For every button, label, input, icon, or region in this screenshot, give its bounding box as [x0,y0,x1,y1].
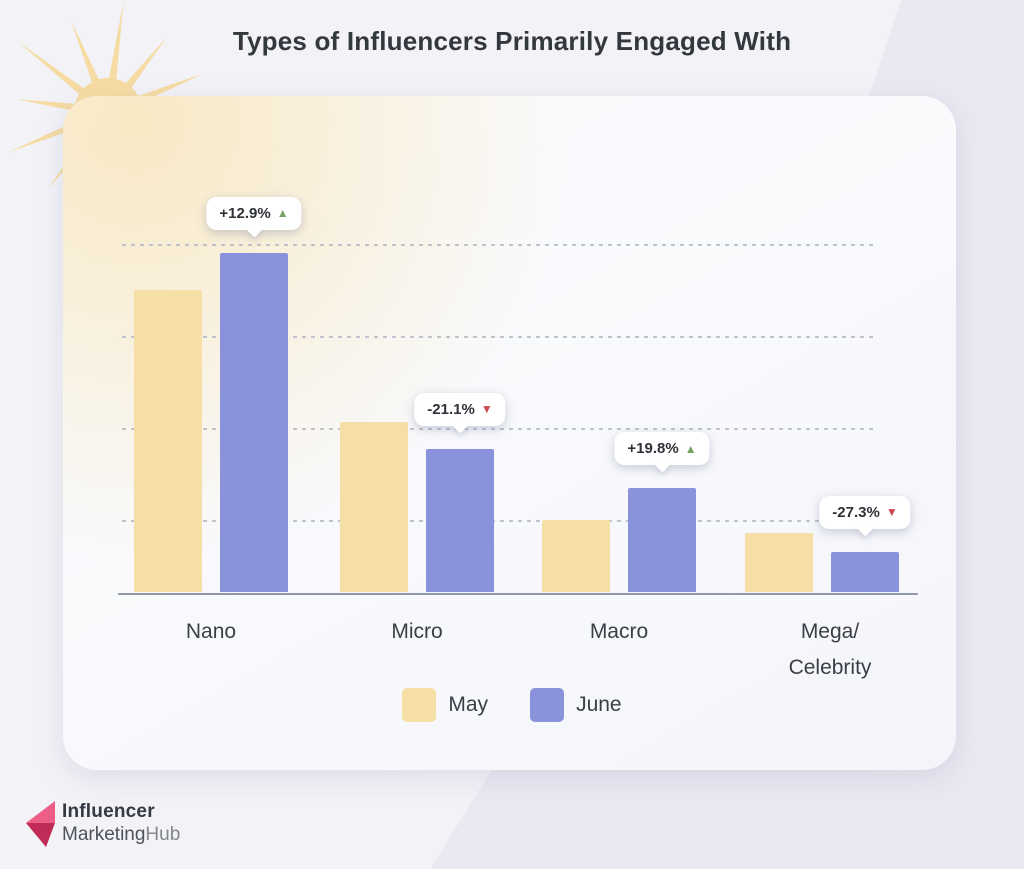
bar-june-nano [220,253,288,592]
category-label-mega-celebrity: Mega/Celebrity [788,620,872,679]
change-value: -27.3% [832,503,880,521]
legend-item-june: June [530,688,622,722]
june-color-swatch [530,688,565,722]
chart-title: Types of Influencers Primarily Engaged W… [232,26,792,56]
badge-tail [451,416,469,434]
gridline [122,244,878,246]
bar-may-mega-celebrity [745,533,813,592]
logo-text: Influencer MarketingHub [62,800,180,846]
change-badge-mega-celebrity: -27.3% ▼ [819,495,911,537]
legend-item-may: May [402,688,488,722]
bar-may-macro [542,520,610,592]
logo-hub: Hub [145,824,181,845]
category-label-micro: Micro [391,620,443,643]
logo-line2: MarketingHub [62,823,180,846]
logo-marketing: Marketing [62,824,146,845]
triangle-up-icon: ▲ [276,206,289,221]
gridline [122,520,878,522]
x-axis-line [118,593,918,595]
triangle-down-icon: ▼ [480,402,493,417]
bar-may-nano [134,290,202,592]
change-value: +19.8% [627,440,679,457]
may-color-swatch [402,688,437,722]
bar-may-micro [340,422,408,592]
bar-chart: +12.9% ▲ -21.1% ▼ +19.8% ▲ -27.3% ▼ [118,196,918,595]
change-badge-micro: -21.1% ▼ [414,392,506,434]
change-value: +12.9% [219,204,271,222]
triangle-down-icon: ▼ [885,505,898,520]
badge-tail [856,519,874,537]
change-value: -21.1% [427,400,475,418]
legend-label-june: June [576,693,622,716]
gridline [122,428,878,430]
logo-line1: Influencer [62,800,155,822]
gridline [122,336,878,338]
logo-arrow-icon [26,801,55,847]
bar-june-mega-celebrity [831,552,899,592]
change-badge-nano: +12.9% ▲ [206,196,302,238]
influencer-marketinghub-logo: Influencer MarketingHub [25,797,180,849]
change-badge-macro: +19.8% ▲ [614,432,710,473]
bar-june-micro [426,449,494,592]
bar-june-macro [628,488,696,592]
category-label-macro: Macro [589,620,649,643]
category-label-nano: Nano [185,620,237,643]
chart-legend: May June [0,688,1024,722]
legend-label-may: May [448,693,489,716]
triangle-up-icon: ▲ [684,441,697,456]
badge-tail [653,455,671,473]
